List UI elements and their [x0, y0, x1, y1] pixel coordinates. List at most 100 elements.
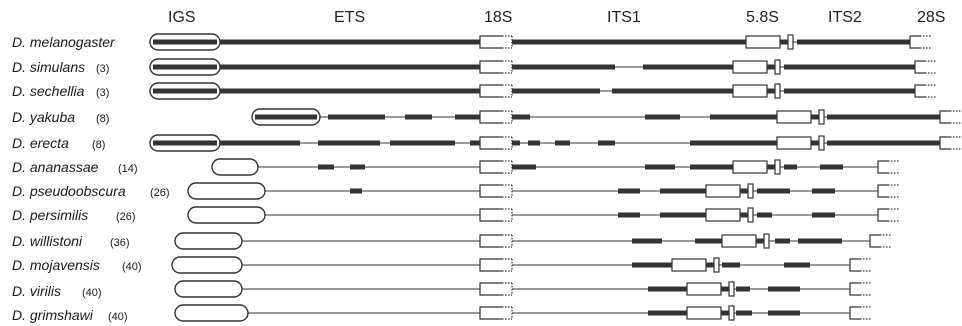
igs-box	[171, 256, 243, 274]
gene-5-8s-box	[686, 282, 722, 296]
gene-28s-box	[877, 184, 888, 198]
conserved-block	[470, 140, 480, 146]
conserved-block	[722, 262, 740, 268]
conserved-block	[648, 310, 687, 316]
gene-box-partial	[479, 35, 502, 49]
gene-28s-box	[849, 258, 860, 272]
conserved-block	[820, 164, 843, 170]
gene-2s-box	[774, 159, 781, 175]
18s-label: 18S	[484, 9, 512, 26]
gene-5-8s-box	[721, 234, 757, 248]
gene-5-8s-box	[705, 208, 741, 222]
conserved-block	[643, 64, 733, 70]
igs-inner-bar	[153, 39, 217, 45]
gene-box-partial	[479, 60, 502, 74]
conserved-block	[645, 114, 680, 120]
igs-box	[187, 206, 266, 224]
conserved-block	[695, 238, 722, 244]
conserved-block	[612, 88, 733, 94]
conserved-block	[798, 238, 842, 244]
28s-label: 28S	[917, 9, 945, 26]
gene-5-8s-box	[705, 184, 741, 198]
gene-28s-box	[877, 208, 888, 222]
species-count: (26)	[150, 187, 170, 199]
conserved-block	[512, 114, 530, 120]
conserved-block	[512, 64, 615, 70]
conserved-block	[645, 164, 675, 170]
conserved-block	[220, 64, 480, 70]
species-name: D. grimshawi	[12, 307, 94, 323]
conserved-block	[827, 140, 940, 146]
gene-2s-box	[728, 305, 735, 321]
conserved-block	[598, 140, 615, 146]
gene-2s-box	[728, 281, 735, 297]
gene-5-8s-box	[776, 136, 812, 150]
conserved-block	[768, 310, 800, 316]
gene-2s-box	[747, 183, 754, 199]
conserved-block	[710, 114, 777, 120]
species-count: (8)	[96, 113, 109, 125]
species-count: (40)	[122, 261, 142, 273]
igs-inner-bar	[153, 88, 217, 94]
gene-2s-box	[774, 83, 781, 99]
conserved-block	[512, 164, 536, 170]
conserved-block	[690, 164, 733, 170]
gene-28s-box	[869, 234, 880, 248]
gene-2s-box	[787, 34, 794, 50]
species-count: (40)	[108, 311, 128, 323]
conserved-block	[812, 212, 835, 218]
conserved-block	[528, 140, 540, 146]
conserved-block	[757, 212, 772, 218]
igs-box	[174, 280, 243, 298]
gene-box-partial	[479, 84, 502, 98]
conserved-block	[390, 140, 455, 146]
gene-5-8s-box	[745, 35, 781, 49]
conserved-block	[512, 39, 746, 45]
igs-box	[174, 304, 249, 322]
gene-28s-box	[914, 84, 925, 98]
conserved-block	[220, 88, 480, 94]
species-count: (40)	[82, 287, 102, 299]
gene-5-8s-box	[776, 110, 812, 124]
conserved-block	[220, 39, 480, 45]
species-name: D. ananassae	[12, 159, 99, 175]
gene-2s-box	[713, 257, 720, 273]
conserved-block	[328, 114, 385, 120]
ets-label: ETS	[334, 9, 365, 26]
its2-label: ITS2	[828, 9, 862, 26]
conserved-block	[797, 39, 910, 45]
gene-box-partial	[479, 136, 502, 150]
conserved-block	[512, 88, 600, 94]
gene-5-8s-box	[686, 306, 722, 320]
gene-2s-box	[818, 135, 825, 151]
its1-label: ITS1	[607, 9, 641, 26]
gene-5-8s-box	[671, 258, 707, 272]
conserved-block	[318, 140, 380, 146]
conserved-block	[775, 238, 790, 244]
gene-box-partial	[479, 306, 502, 320]
rdna-tracks	[149, 33, 962, 322]
conserved-block	[632, 238, 662, 244]
conserved-block	[812, 188, 835, 194]
gene-2s-box	[747, 207, 754, 223]
gene-28s-box	[849, 306, 860, 320]
conserved-block	[784, 164, 797, 170]
conserved-block	[350, 188, 362, 194]
gene-28s-box	[939, 110, 950, 124]
gene-2s-box	[818, 109, 825, 125]
species-name: D. melanogaster	[12, 34, 116, 50]
igs-inner-bar	[153, 140, 217, 146]
species-name: D. yakuba	[12, 109, 75, 125]
species-name: D. willistoni	[12, 233, 83, 249]
igs-label: IGS	[168, 9, 196, 26]
species-count: (36)	[110, 237, 130, 249]
conserved-block	[690, 140, 777, 146]
conserved-block	[660, 212, 706, 218]
conserved-block	[405, 114, 432, 120]
species-count: (8)	[92, 139, 105, 151]
gene-28s-box	[939, 136, 950, 150]
conserved-block	[784, 64, 915, 70]
species-name: D. pseudoobscura	[12, 183, 126, 199]
conserved-block	[784, 88, 915, 94]
conserved-block	[618, 212, 640, 218]
